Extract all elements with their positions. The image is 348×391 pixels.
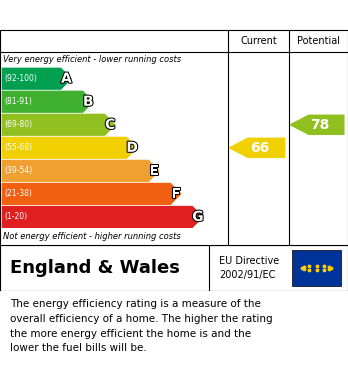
- Text: 66: 66: [251, 141, 270, 155]
- Text: D: D: [126, 141, 138, 155]
- Text: (69-80): (69-80): [5, 120, 33, 129]
- Polygon shape: [2, 91, 94, 113]
- Text: The energy efficiency rating is a measure of the
overall efficiency of a home. T: The energy efficiency rating is a measur…: [10, 299, 273, 353]
- Text: Potential: Potential: [297, 36, 340, 46]
- Text: Not energy efficient - higher running costs: Not energy efficient - higher running co…: [3, 232, 181, 241]
- Text: (55-68): (55-68): [5, 143, 33, 152]
- Text: B: B: [83, 95, 94, 109]
- Polygon shape: [228, 138, 285, 158]
- Text: (1-20): (1-20): [5, 212, 27, 221]
- Polygon shape: [2, 183, 182, 205]
- Text: England & Wales: England & Wales: [10, 259, 180, 277]
- Text: C: C: [105, 118, 115, 132]
- Text: Very energy efficient - lower running costs: Very energy efficient - lower running co…: [3, 55, 182, 64]
- Text: G: G: [192, 210, 204, 224]
- Polygon shape: [2, 160, 160, 182]
- Text: 78: 78: [310, 118, 330, 132]
- Text: (92-100): (92-100): [5, 74, 37, 83]
- Polygon shape: [2, 206, 204, 228]
- Polygon shape: [289, 115, 345, 135]
- Text: EU Directive: EU Directive: [219, 256, 279, 266]
- Text: A: A: [61, 72, 72, 86]
- Polygon shape: [2, 68, 72, 90]
- Text: (81-91): (81-91): [5, 97, 32, 106]
- Text: (21-38): (21-38): [5, 189, 32, 198]
- Text: 2002/91/EC: 2002/91/EC: [219, 270, 276, 280]
- Text: (39-54): (39-54): [5, 166, 33, 175]
- Bar: [292, 249, 341, 286]
- Text: E: E: [149, 164, 159, 178]
- Polygon shape: [2, 114, 116, 136]
- Text: Energy Efficiency Rating: Energy Efficiency Rating: [69, 7, 279, 23]
- Polygon shape: [2, 137, 138, 159]
- Text: F: F: [171, 187, 181, 201]
- Text: Current: Current: [240, 36, 277, 46]
